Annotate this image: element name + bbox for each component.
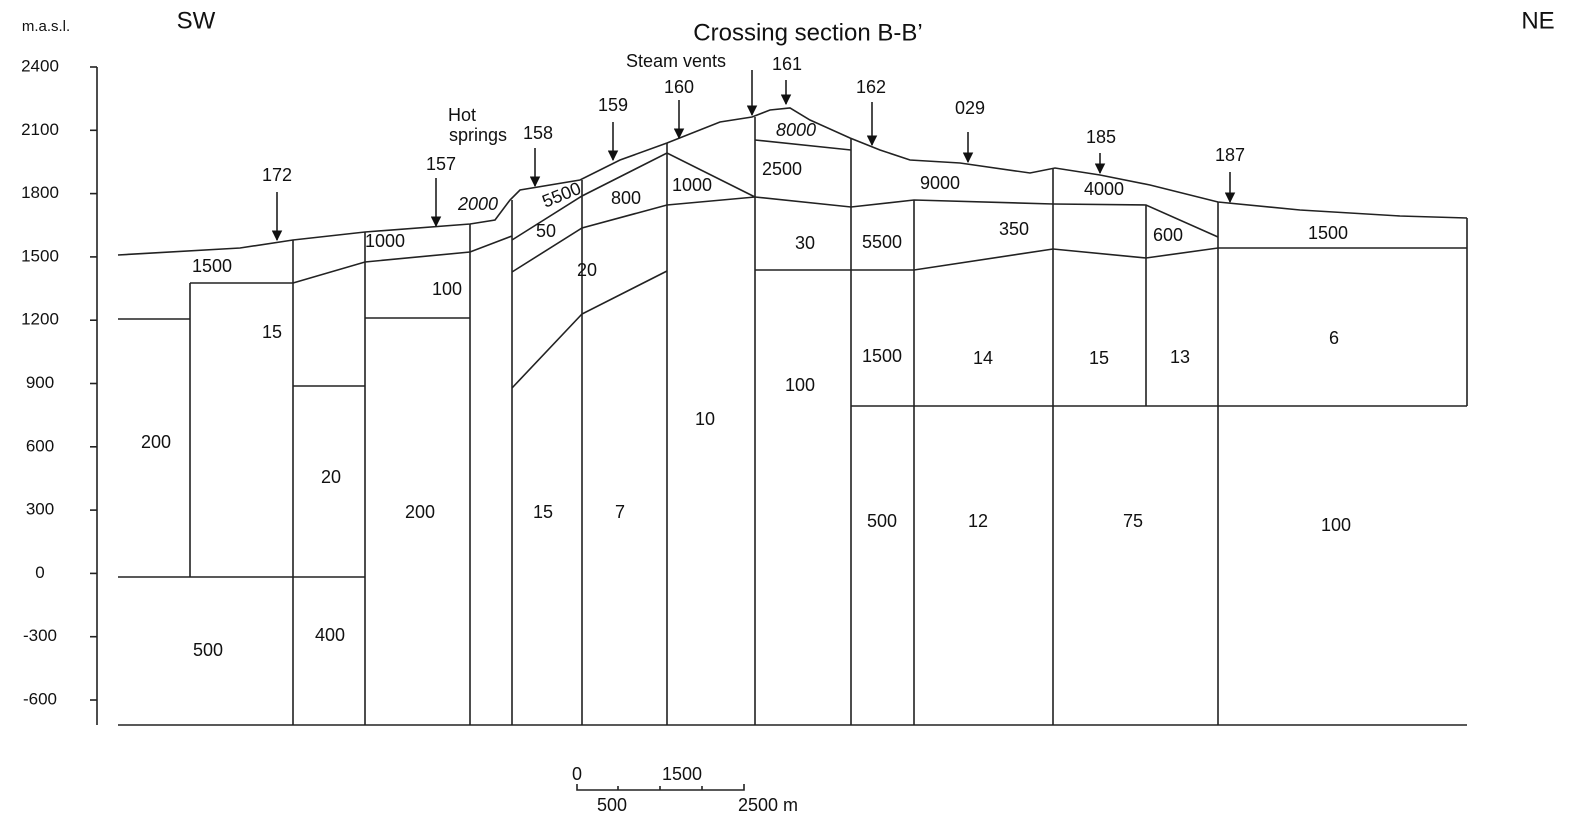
station-label: 159 (598, 95, 628, 115)
resistivity-label: 100 (785, 375, 815, 395)
resistivity-label: 20 (577, 260, 597, 280)
resistivity-label: 6 (1329, 328, 1339, 348)
resistivity-label: 8000 (776, 120, 816, 140)
y-tick-label: 1800 (21, 183, 59, 202)
resistivity-label: 1500 (1308, 223, 1348, 243)
direction-right: NE (1521, 7, 1554, 34)
resistivity-label: 500 (193, 640, 223, 660)
annotation: springs (449, 125, 507, 145)
annotation: Hot (448, 105, 476, 125)
resistivity-label: 2000 (457, 194, 498, 214)
station-arrows (277, 70, 1230, 240)
resistivity-label: 7 (615, 502, 625, 522)
resistivity-label: 15 (533, 502, 553, 522)
resistivity-label: 400 (315, 625, 345, 645)
y-tick-label: -600 (23, 689, 57, 708)
scale-label: 500 (597, 795, 627, 815)
scale-label: 0 (572, 764, 582, 784)
annotation: Steam vents (626, 51, 726, 71)
station-label: 160 (664, 77, 694, 97)
cross-section: m.a.s.l. SW NE Crossing section B-B’ Ste… (0, 0, 1579, 824)
y-tick-label: 900 (26, 373, 54, 392)
resistivity-label: 15 (262, 322, 282, 342)
y-tick-label: 2100 (21, 120, 59, 139)
resistivity-label: 200 (405, 502, 435, 522)
resistivity-label: 5500 (539, 178, 584, 212)
resistivity-label: 1000 (672, 175, 712, 195)
resistivity-label: 75 (1123, 511, 1143, 531)
scale-label: 2500 m (738, 795, 798, 815)
resistivity-label: 100 (1321, 515, 1351, 535)
resistivity-label: 2500 (762, 159, 802, 179)
station-label: 172 (262, 165, 292, 185)
station-label: 157 (426, 154, 456, 174)
y-tick-label: -300 (23, 626, 57, 645)
resistivity-label: 1500 (862, 346, 902, 366)
station-label: 029 (955, 98, 985, 118)
y-tick-label: 600 (26, 436, 54, 455)
resistivity-label: 10 (695, 409, 715, 429)
resistivity-label: 1500 (192, 256, 232, 276)
resistivity-label: 200 (141, 432, 171, 452)
station-label: 162 (856, 77, 886, 97)
scale-label: 1500 (662, 764, 702, 784)
title: Crossing section B-B’ (693, 19, 922, 46)
y-tick-label: 300 (26, 500, 54, 519)
scale-bar (577, 784, 744, 790)
resistivity-label: 20 (321, 467, 341, 487)
resistivity-label: 600 (1153, 225, 1183, 245)
station-label: 185 (1086, 127, 1116, 147)
station-label: 158 (523, 123, 553, 143)
resistivity-label: 50 (536, 221, 556, 241)
resistivity-label: 1000 (365, 231, 405, 251)
axis-unit: m.a.s.l. (22, 18, 70, 35)
resistivity-label: 350 (999, 219, 1029, 239)
y-tick-label: 1200 (21, 310, 59, 329)
station-label: 161 (772, 54, 802, 74)
resistivity-label: 4000 (1084, 179, 1124, 199)
resistivity-label: 12 (968, 511, 988, 531)
station-label: 187 (1215, 145, 1245, 165)
resistivity-label: 100 (432, 279, 462, 299)
resistivity-label: 15 (1089, 348, 1109, 368)
y-tick-label: 1500 (21, 246, 59, 265)
resistivity-label: 30 (795, 233, 815, 253)
resistivity-label: 13 (1170, 347, 1190, 367)
y-tick-label: 0 (35, 563, 44, 582)
resistivity-label: 800 (611, 188, 641, 208)
direction-left: SW (177, 7, 216, 34)
resistivity-label: 9000 (920, 173, 960, 193)
resistivity-label: 14 (973, 348, 993, 368)
resistivity-label: 5500 (862, 232, 902, 252)
y-tick-label: 2400 (21, 56, 59, 75)
resistivity-label: 500 (867, 511, 897, 531)
